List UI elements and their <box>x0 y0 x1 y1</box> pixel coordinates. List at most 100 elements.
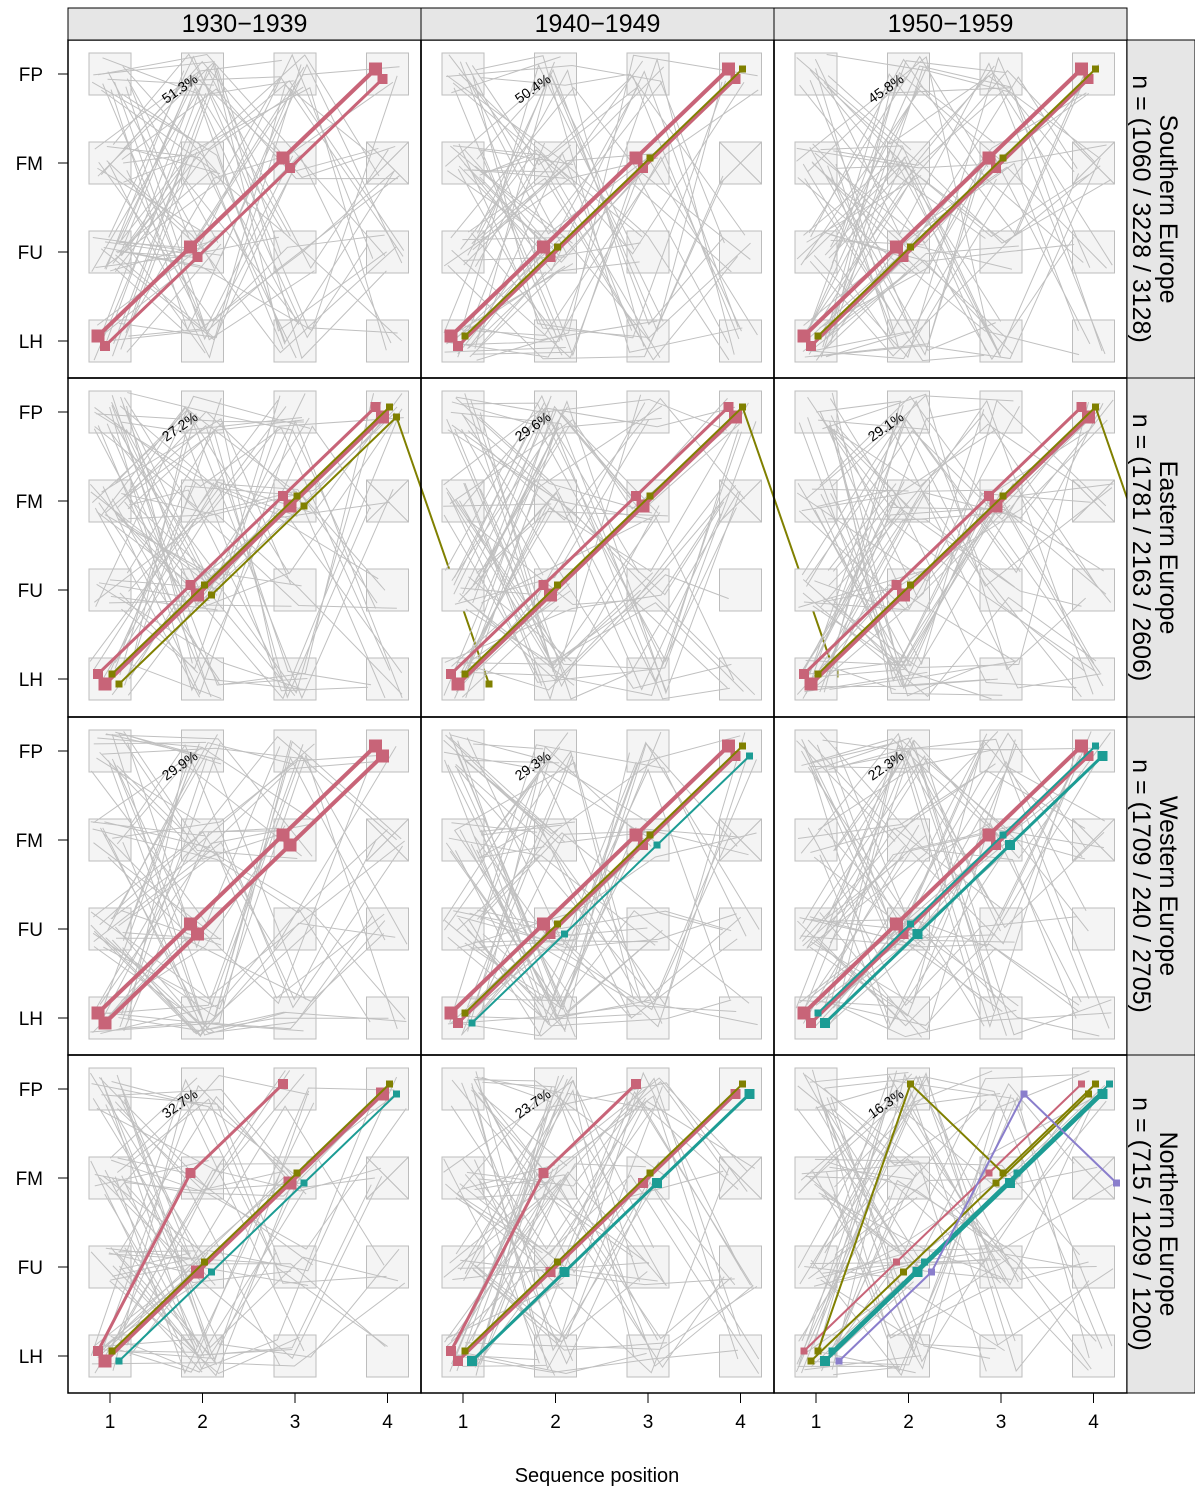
background-path <box>480 1090 739 1360</box>
path-marker <box>545 252 556 262</box>
path-marker <box>722 739 735 753</box>
background-path <box>830 85 995 248</box>
x-tick-label: 1 <box>458 1412 469 1433</box>
background-path <box>809 146 982 356</box>
path-marker <box>912 929 923 939</box>
background-path <box>798 1080 1113 1365</box>
y-tick-label: FP <box>19 403 43 424</box>
column-label: 1940−1949 <box>535 10 661 38</box>
path-marker <box>1097 751 1108 761</box>
path-marker <box>1092 742 1099 750</box>
background-path <box>799 754 1112 1036</box>
background-path <box>111 733 386 1030</box>
background-path <box>816 400 902 413</box>
background-path <box>799 1076 998 1285</box>
background-path <box>126 405 193 664</box>
background-path <box>107 71 215 269</box>
x-tick-label: 4 <box>382 1412 393 1433</box>
state-box <box>534 52 577 96</box>
background-path <box>443 503 552 507</box>
background-path <box>831 395 1014 488</box>
y-tick-label: LH <box>19 1009 43 1030</box>
background-path <box>807 417 991 686</box>
background-path <box>803 156 1002 322</box>
background-path <box>123 146 221 175</box>
panel-r2-c1: 29.3% <box>420 716 775 1056</box>
background-path <box>809 747 1093 769</box>
state-box <box>366 230 409 274</box>
background-path <box>805 1175 1002 1284</box>
highlight-path <box>118 1093 398 1362</box>
background-path <box>819 827 1105 1030</box>
panel-r1-c1: 29.6% <box>420 377 839 718</box>
panel-r1-c2: 29.1% <box>773 377 1192 718</box>
background-path <box>829 87 1103 352</box>
path-marker <box>559 1267 570 1277</box>
background-path <box>114 1102 315 1375</box>
background-path <box>803 739 995 1010</box>
background-path <box>480 80 664 323</box>
background-path <box>109 1077 198 1159</box>
background-path <box>97 167 205 234</box>
x-tick-label: 2 <box>550 1412 561 1433</box>
background-path <box>799 917 1003 1012</box>
background-path <box>802 835 926 947</box>
background-path <box>107 78 215 86</box>
background-path <box>455 396 728 431</box>
background-path <box>106 146 297 359</box>
column-strip <box>773 7 1128 41</box>
background-path <box>112 1093 186 1371</box>
path-marker <box>982 151 996 165</box>
background-path <box>123 79 405 251</box>
background-path <box>460 587 537 596</box>
path-marker <box>814 1347 822 1355</box>
background-path <box>456 761 637 946</box>
background-path <box>480 830 749 1003</box>
background-path <box>107 765 371 1018</box>
background-path <box>455 397 652 514</box>
path-marker <box>907 243 914 251</box>
path-marker <box>800 1347 808 1355</box>
state-box <box>88 52 132 96</box>
state-box <box>1072 1334 1115 1378</box>
background-path <box>826 1171 994 1339</box>
path-marker <box>907 581 914 589</box>
background-path <box>479 1181 540 1364</box>
background-path <box>810 331 909 352</box>
background-path <box>828 424 983 697</box>
background-path <box>811 1069 1011 1338</box>
background-path <box>129 84 190 239</box>
background-path <box>802 824 920 1024</box>
path-marker <box>537 240 550 254</box>
background-path <box>94 71 199 150</box>
background-path <box>481 408 740 584</box>
background-path <box>105 70 185 270</box>
background-path <box>465 412 659 699</box>
row-strip <box>1126 716 1195 1056</box>
background-path <box>128 490 386 699</box>
background-path <box>465 759 560 764</box>
highlight-path <box>823 1092 1104 1363</box>
path-marker <box>806 1018 816 1028</box>
background-path <box>108 84 371 359</box>
panel-r3-c0: 32.7% <box>67 1054 422 1394</box>
path-marker <box>1005 840 1015 850</box>
path-marker <box>554 920 561 928</box>
background-path <box>471 1089 550 1176</box>
background-path <box>465 1285 758 1350</box>
background-path <box>120 758 208 1015</box>
background-path <box>481 74 740 340</box>
background-path <box>796 740 896 842</box>
path-marker <box>744 1089 755 1099</box>
background-path <box>108 760 205 1025</box>
background-path <box>96 757 201 824</box>
highlight-path <box>823 754 1104 1025</box>
background-path <box>103 68 389 350</box>
background-path <box>827 75 912 151</box>
background-path <box>474 1101 754 1368</box>
path-marker <box>100 341 110 351</box>
path-marker <box>907 920 914 928</box>
background-path <box>479 1168 554 1365</box>
path-marker <box>898 929 909 939</box>
state-box <box>719 568 762 612</box>
